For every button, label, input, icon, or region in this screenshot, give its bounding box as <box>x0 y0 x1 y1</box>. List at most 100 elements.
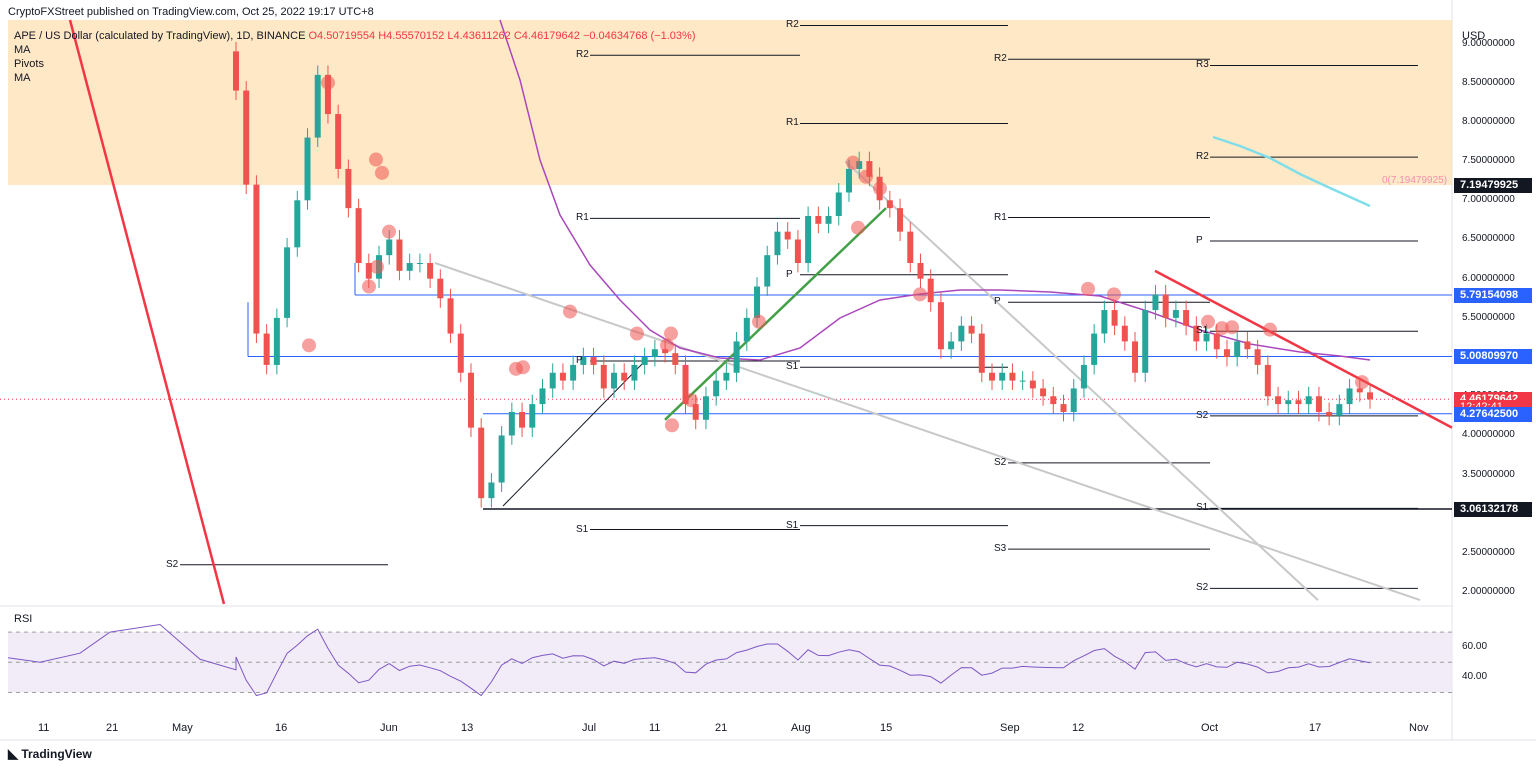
candle-91 <box>1162 294 1169 318</box>
footer-text: TradingView <box>21 747 92 761</box>
candle-109 <box>1346 388 1353 405</box>
candle-46 <box>702 396 709 420</box>
candle-26 <box>498 435 505 483</box>
candle-93 <box>1183 310 1190 326</box>
signal-marker-22 <box>1107 287 1121 302</box>
candle-31 <box>549 372 556 389</box>
time-tick: 21 <box>106 722 119 734</box>
pivot-label-21: S2 <box>1196 582 1209 594</box>
candle-28 <box>519 411 526 428</box>
black-trendline <box>502 360 646 507</box>
pivot-label-18: S2 <box>166 558 179 570</box>
candle-78 <box>1029 380 1036 389</box>
time-tick: 11 <box>38 722 50 734</box>
candle-59 <box>835 192 842 216</box>
candle-103 <box>1285 400 1292 405</box>
candle-99 <box>1244 341 1251 350</box>
signal-marker-14 <box>665 418 679 433</box>
candle-72 <box>968 325 975 334</box>
rsi-label[interactable]: RSI <box>14 613 33 625</box>
candle-12 <box>355 208 362 264</box>
pivot-label-9: P <box>576 354 583 366</box>
red-trendline-right <box>1154 269 1453 429</box>
indicator-pivots[interactable]: Pivots <box>14 58 44 70</box>
time-tick: 16 <box>275 722 288 734</box>
candle-9 <box>324 74 331 115</box>
candle-76 <box>1009 372 1016 381</box>
candle-84 <box>1091 333 1098 365</box>
candle-62 <box>866 161 873 177</box>
signal-marker-4 <box>370 259 384 274</box>
time-tick: 12 <box>1072 722 1085 734</box>
pivot-label-1: R2 <box>786 19 799 31</box>
candle-10 <box>335 114 342 169</box>
price-tag: 5.79154098 <box>1454 288 1532 304</box>
candle-70 <box>948 341 955 350</box>
signal-marker-9 <box>516 360 530 375</box>
pivot-label-0: R2 <box>576 49 589 61</box>
candle-24 <box>478 427 485 499</box>
signal-marker-21 <box>1081 281 1095 296</box>
signal-marker-24 <box>1215 321 1229 336</box>
currency-label: USD <box>1462 30 1486 42</box>
candle-79 <box>1040 388 1047 397</box>
green-trendline <box>664 207 887 421</box>
candle-111 <box>1367 392 1373 400</box>
signal-marker-2 <box>375 165 389 180</box>
candle-77 <box>1019 380 1026 382</box>
signal-marker-5 <box>362 279 376 294</box>
candle-104 <box>1295 400 1302 405</box>
candle-65 <box>897 208 904 232</box>
grey-trendline-1 <box>434 262 1421 602</box>
signal-marker-11 <box>660 338 674 353</box>
signal-marker-23 <box>1201 314 1215 329</box>
candle-43 <box>672 353 679 365</box>
candle-8 <box>314 74 321 138</box>
price-tick: 2.00000000 <box>1462 586 1515 598</box>
candle-100 <box>1254 349 1261 365</box>
candle-7 <box>304 137 311 201</box>
rsi-line <box>7 624 1371 697</box>
signal-marker-1 <box>369 152 383 167</box>
price-tick: 7.50000000 <box>1462 155 1515 167</box>
candle-90 <box>1152 294 1159 311</box>
candle-52 <box>764 255 771 287</box>
candle-39 <box>631 364 638 381</box>
ohlc-change: −0.04634768 (−1.03%) <box>582 30 696 42</box>
pivot-label-15: S1 <box>786 519 799 531</box>
candle-74 <box>989 372 995 381</box>
signal-marker-12 <box>664 326 678 341</box>
candle-75 <box>999 372 1006 381</box>
signal-marker-20 <box>913 287 927 302</box>
signal-marker-26 <box>1263 322 1277 337</box>
candle-50 <box>743 317 750 342</box>
ohlc-close: C4.46179642 <box>513 30 580 42</box>
time-tick: 13 <box>461 722 474 734</box>
candle-1 <box>243 90 250 185</box>
time-tick: Jun <box>380 722 398 734</box>
pivot-label-6: R1 <box>576 212 589 224</box>
candle-73 <box>978 333 985 373</box>
pivot-label-10: P <box>786 268 793 280</box>
signal-marker-6 <box>302 338 316 353</box>
candle-48 <box>723 372 730 381</box>
candle-51 <box>754 286 761 318</box>
indicator-ma-1[interactable]: MA <box>14 44 31 56</box>
tv-logo-icon: ◣ <box>8 746 18 761</box>
tradingview-logo[interactable]: ◣ TradingView <box>8 746 92 762</box>
signal-marker-0 <box>321 75 335 90</box>
indicator-ma-2[interactable]: MA <box>14 72 31 84</box>
pivot-label-14: S1 <box>576 523 589 535</box>
fib-level-label: 0(7.19479925) <box>1382 175 1448 186</box>
candle-58 <box>825 215 832 224</box>
candle-0 <box>233 51 239 91</box>
signal-marker-18 <box>873 181 887 196</box>
candle-94 <box>1193 325 1200 342</box>
pivot-label-19: S3 <box>994 543 1007 555</box>
pivot-label-7: R1 <box>994 211 1007 223</box>
candle-96 <box>1213 333 1220 350</box>
moving-average-2-line <box>1212 135 1371 208</box>
candle-66 <box>907 231 914 264</box>
candle-97 <box>1223 349 1230 358</box>
